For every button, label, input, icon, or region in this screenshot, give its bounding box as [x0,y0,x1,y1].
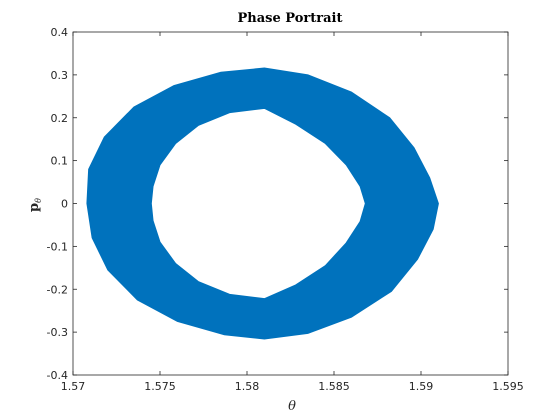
y-tick-label: -0.1 [47,240,68,253]
y-tick-label: -0.2 [47,283,68,296]
y-tick-label: 0.3 [51,69,69,82]
x-tick-label: 1.58 [235,380,260,393]
y-tick-label: -0.3 [47,326,68,339]
y-tick-label: 0.4 [51,26,69,39]
plot-area [72,31,509,376]
y-tick-label: -0.4 [47,369,68,382]
y-axis-label: pθ [27,198,43,212]
x-tick-label: 1.575 [144,380,176,393]
chart-title: Phase Portrait [238,11,343,26]
phase-trajectory-ring [86,67,439,340]
axis-ticks: 1.57 1.575 1.58 1.585 1.59 1.595 -0.4 -0.3 -0.2 -… [47,26,524,393]
y-tick-label: 0.2 [51,112,69,125]
x-axis-label: θ [288,399,296,414]
y-axis-label-group: pθ [27,198,43,212]
y-tick-label: 0 [61,198,68,211]
x-tick-label: 1.59 [409,380,434,393]
y-axis-label-main: p [27,203,42,212]
x-tick-label: 1.595 [492,380,524,393]
y-tick-label: 0.1 [51,155,69,168]
x-tick-label: 1.585 [318,380,350,393]
x-tick-label: 1.57 [61,380,86,393]
y-axis-label-subscript: θ [34,198,43,203]
